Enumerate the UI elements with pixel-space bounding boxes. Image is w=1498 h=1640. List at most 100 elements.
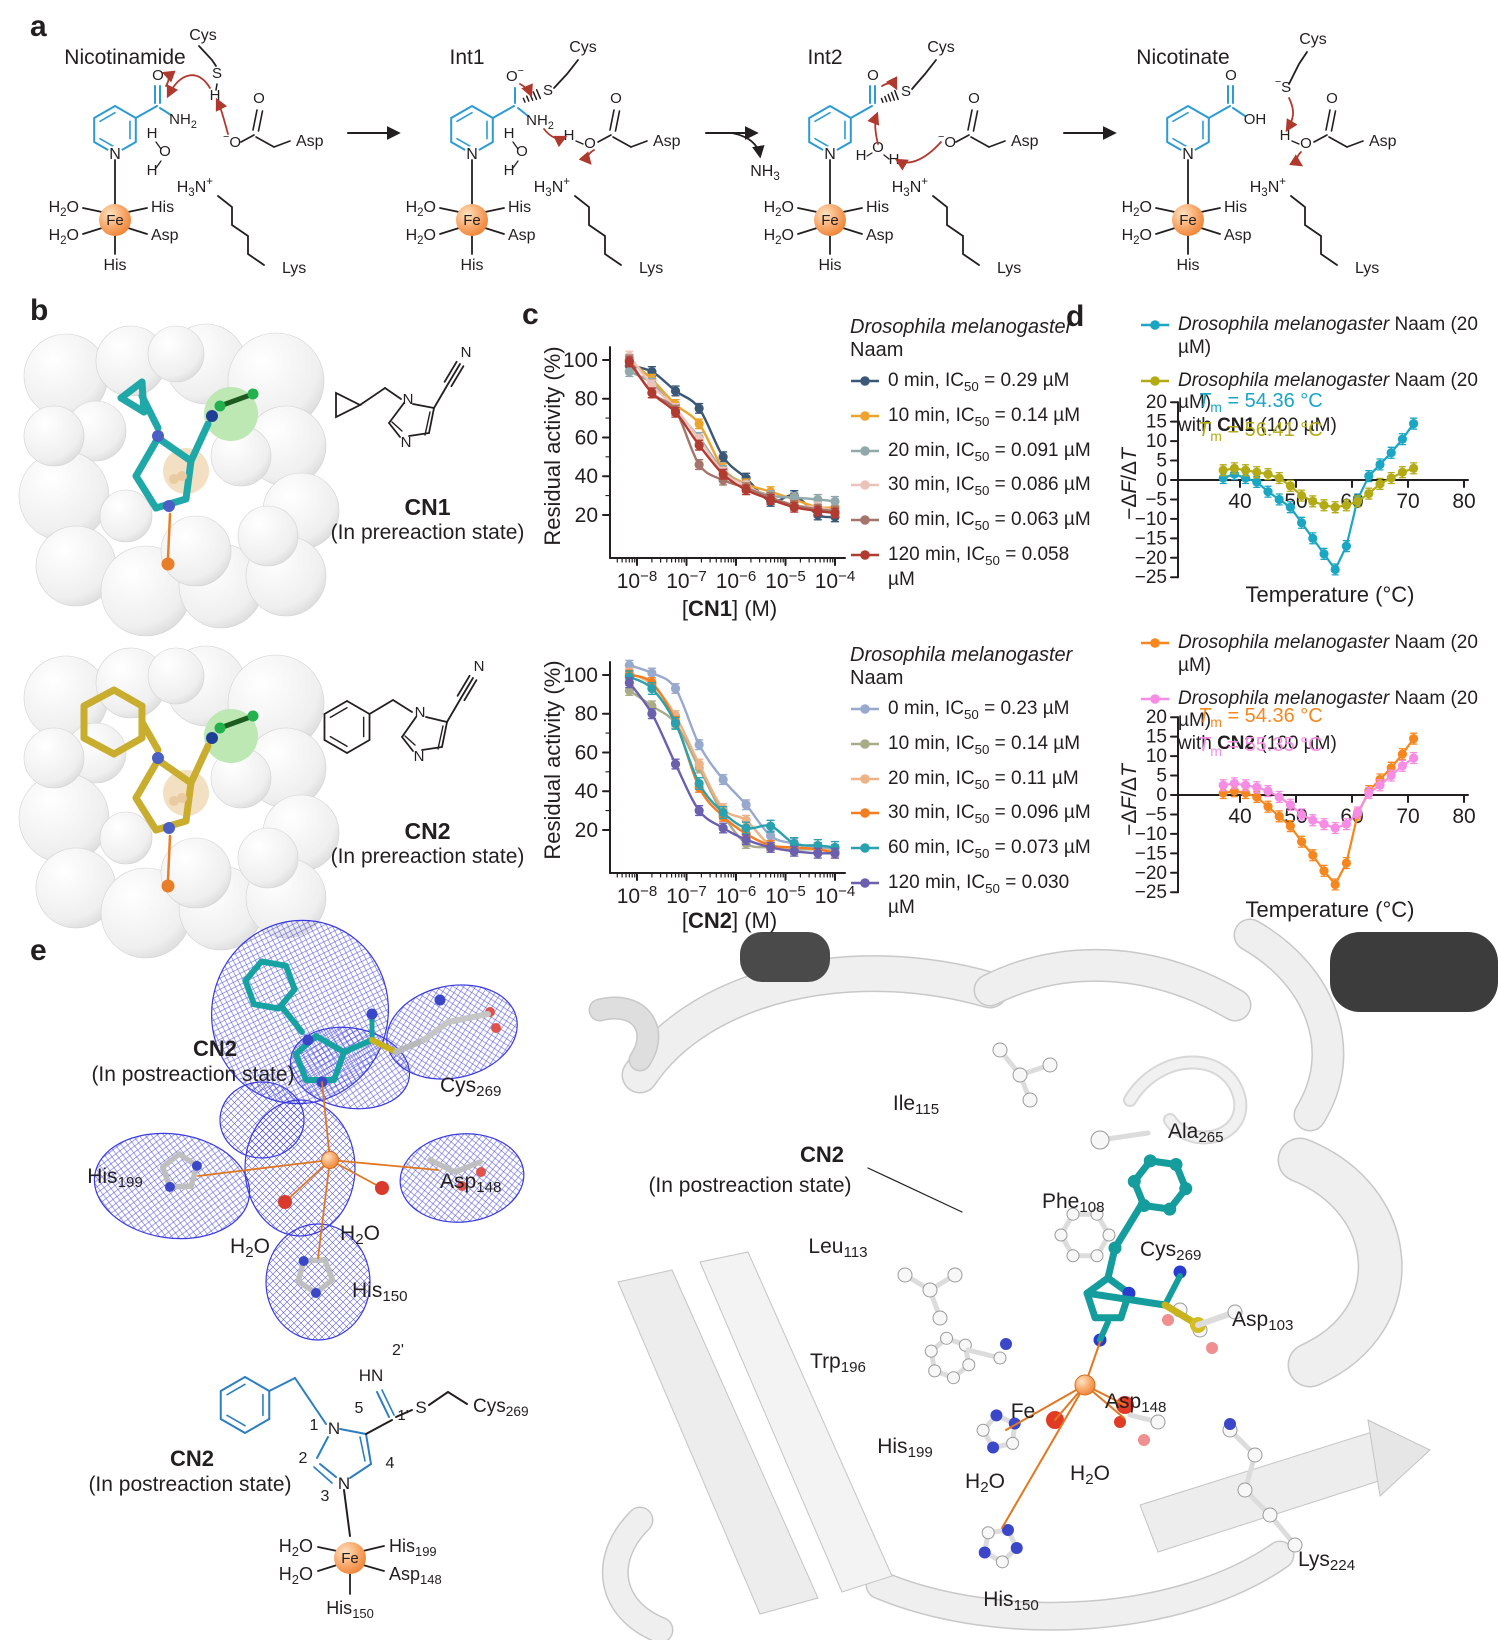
- legend-marker-icon: [851, 549, 879, 560]
- label: 10−6: [716, 883, 757, 908]
- label: N: [461, 344, 472, 361]
- label: His: [866, 199, 889, 216]
- label: NH2: [526, 112, 554, 132]
- legend-entry: 120 min, IC50 = 0.058 µM: [850, 544, 1092, 592]
- ylabel-melt-cn2: −ΔF/ΔT: [1118, 764, 1141, 836]
- pocket-label-his150: His150: [983, 1588, 1039, 1614]
- label: 0: [1156, 470, 1167, 491]
- label: Cys: [927, 39, 955, 56]
- panel-b-structure-cn2: N N N: [323, 658, 484, 765]
- label: NH2: [169, 111, 197, 131]
- label: OH: [1244, 111, 1267, 128]
- label: Lys: [1355, 260, 1379, 277]
- label: −20: [1135, 863, 1167, 884]
- legend-marker-icon: [851, 877, 879, 888]
- tm-annotations-cn1: Tm = 54.36 °C Tm = 56.41 °C: [1198, 390, 1323, 448]
- label: O: [152, 67, 164, 84]
- label: O: [516, 143, 528, 160]
- legend-marker-icon: [851, 480, 879, 491]
- label: 60: [575, 741, 598, 764]
- label: 10−8: [617, 568, 658, 593]
- label: H2O: [279, 1564, 313, 1587]
- label: 5: [1156, 766, 1167, 787]
- label: Int1: [449, 46, 484, 69]
- label: Cys269: [473, 1396, 529, 1419]
- label: 10: [1146, 431, 1167, 452]
- panel-a-stage-nam: NicotinamideNFeH2OH2OHisAspHisH3N+LysONH…: [49, 27, 324, 277]
- label: O: [968, 90, 980, 107]
- pocket-label-h2o-left: H2O: [965, 1470, 1005, 1496]
- label: H: [210, 87, 221, 104]
- pocket-fe-label: Fe: [1011, 1400, 1036, 1423]
- label: H2O: [49, 227, 79, 247]
- legend-entry: 30 min, IC50 = 0.086 µM: [850, 474, 1092, 499]
- pocket-cn2-label: CN2: [800, 1142, 844, 1167]
- label: H2O: [1122, 199, 1152, 219]
- xlabel-dose-cn2: [CN2] (M): [681, 908, 778, 933]
- label: 70: [1396, 490, 1419, 513]
- legend-marker-icon: [851, 738, 879, 749]
- legend-marker-icon: [851, 376, 879, 386]
- label: NH3: [750, 163, 780, 183]
- legend-dose-cn2: Drosophila melanogaster Naam 0 min, IC50 =…: [850, 644, 1092, 920]
- label: H2O: [764, 227, 794, 247]
- label: −5: [1145, 804, 1167, 825]
- legend-entry: Drosophila melanogaster Naam (20 µM) with…: [1140, 370, 1490, 438]
- cn1-name: CN1: [404, 494, 451, 520]
- cn1-state: (In prereaction state): [330, 521, 525, 544]
- tm-value: Tm = 56.41 °C: [1198, 419, 1323, 444]
- legend-entry: Drosophila melanogaster Naam (20 µM): [1140, 632, 1490, 678]
- legend-marker-icon: [851, 808, 879, 819]
- legend-entry: 60 min, IC50 = 0.063 µM: [850, 509, 1092, 534]
- legend-entry: 60 min, IC50 = 0.073 µM: [850, 837, 1092, 862]
- legend-entry: 30 min, IC50 = 0.096 µM: [850, 802, 1092, 827]
- density-label-cys269: Cys269: [440, 1074, 501, 1100]
- label: −15: [1135, 528, 1167, 549]
- label: Asp: [1224, 227, 1252, 244]
- cn2-name: CN2: [404, 818, 451, 844]
- label: 2': [392, 1342, 404, 1359]
- label: H2O: [406, 199, 436, 219]
- label: O: [610, 90, 622, 107]
- label: −10: [1135, 824, 1167, 845]
- label: 5: [1156, 451, 1167, 472]
- label: −25: [1135, 882, 1167, 903]
- label: Fe: [463, 212, 481, 229]
- legend-marker-icon: [851, 445, 879, 456]
- xlabel-melt-cn1: Temperature (°C): [1245, 582, 1415, 607]
- pocket-cn2-state: (In postreaction state): [648, 1174, 851, 1197]
- label: N: [415, 704, 426, 721]
- label: −15: [1135, 843, 1167, 864]
- cn2-state: (In prereaction state): [330, 845, 525, 868]
- label: 80: [575, 388, 598, 411]
- label: −O: [223, 131, 241, 151]
- label: O: [1225, 67, 1237, 84]
- label: Cys: [189, 27, 217, 44]
- legend-marker-icon: [1141, 375, 1169, 386]
- label: 40: [1228, 490, 1251, 513]
- pocket-label-ile115: Ile115: [893, 1092, 939, 1118]
- panel-letter-a: a: [30, 10, 47, 43]
- label: Nicotinate: [1136, 46, 1229, 69]
- label: O: [584, 135, 596, 152]
- panel-b-pocket-cn1: [18, 323, 340, 637]
- label: Asp: [866, 227, 894, 244]
- label: His: [151, 199, 174, 216]
- label: 10−4: [815, 568, 856, 593]
- label: Int2: [807, 46, 842, 69]
- label: Nicotinamide: [64, 46, 185, 69]
- label: H3N+: [534, 176, 571, 199]
- legend-marker-icon: [1141, 638, 1169, 648]
- label: 10−7: [666, 883, 707, 908]
- label: H2O: [279, 1536, 313, 1559]
- panel-a-mechanism: NH3: [347, 126, 1117, 183]
- legend-entry: 120 min, IC50 = 0.030 µM: [850, 872, 1092, 920]
- label: N: [109, 146, 121, 163]
- legend-entry: 20 min, IC50 = 0.11 µM: [850, 768, 1092, 793]
- legend-entry: Drosophila melanogaster Naam (20 µM): [1140, 314, 1490, 360]
- label: Asp148: [389, 1564, 442, 1587]
- label: 5: [355, 1400, 364, 1417]
- panel-b-structure-cn1: N N N: [335, 344, 472, 451]
